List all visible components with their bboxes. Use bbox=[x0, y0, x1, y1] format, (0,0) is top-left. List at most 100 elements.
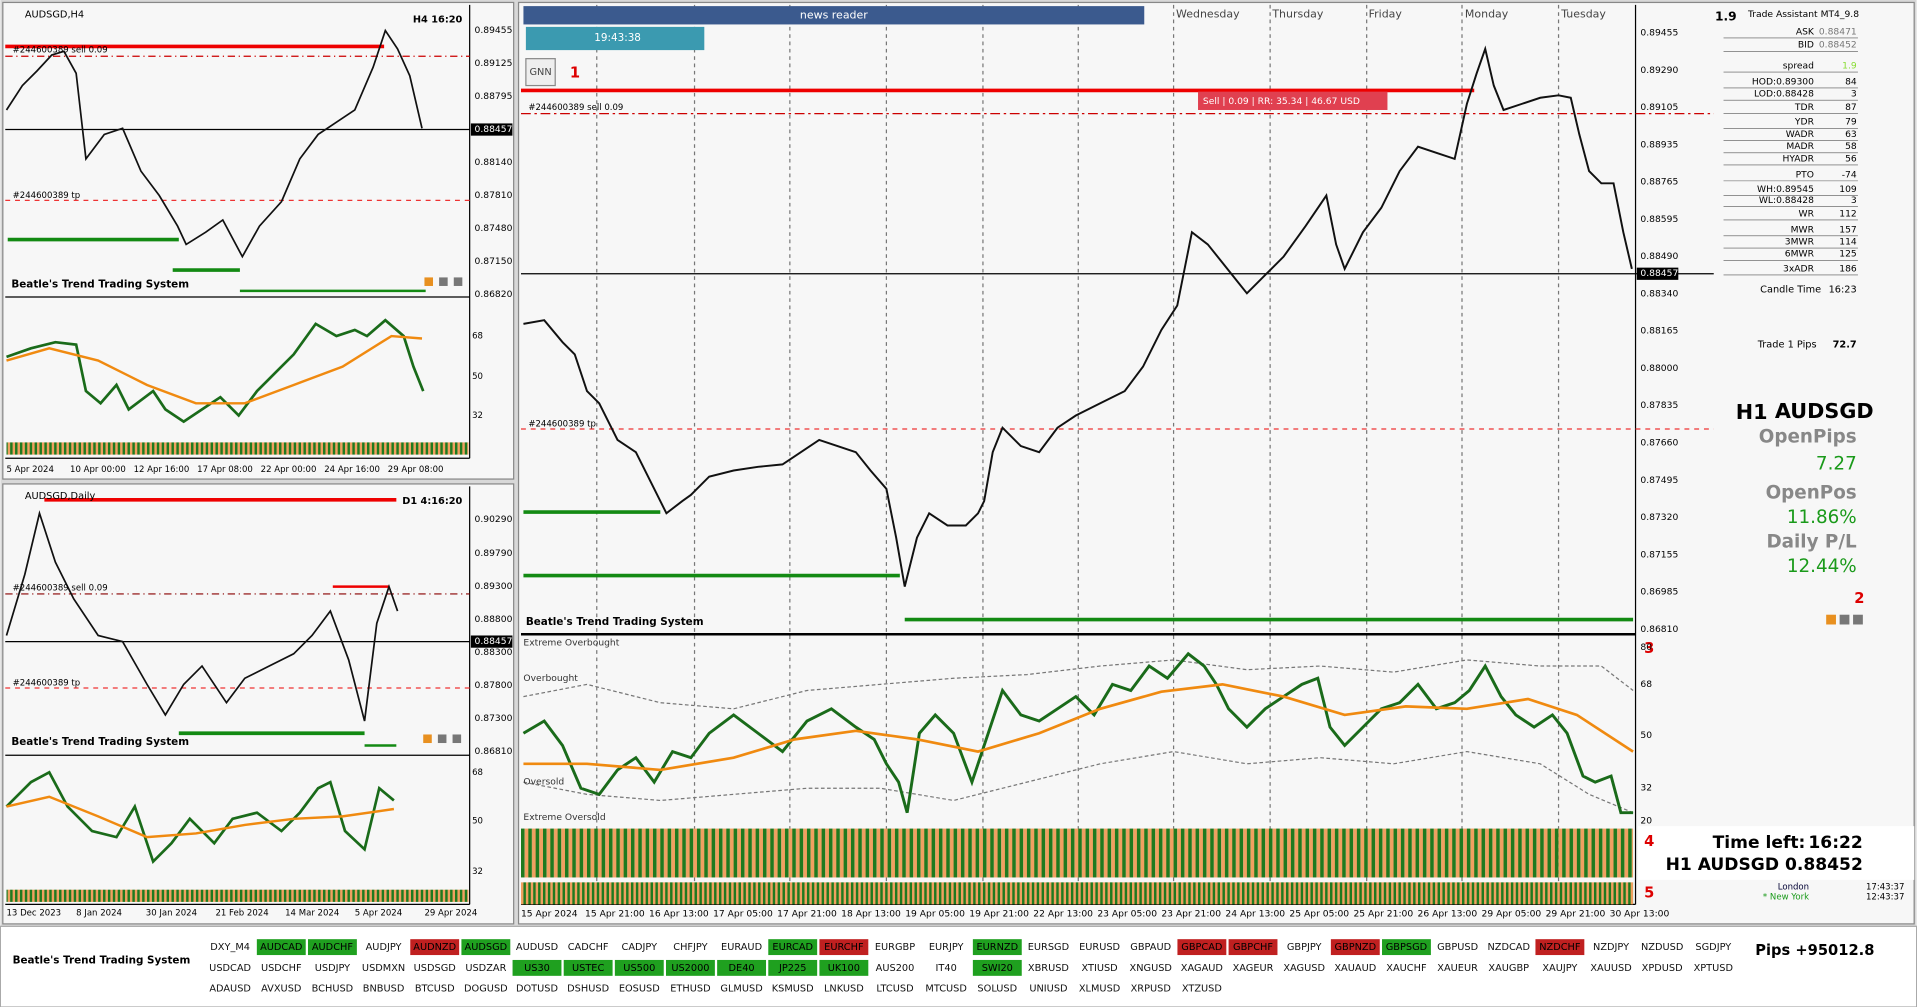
symbol[interactable]: GBPCHF bbox=[1233, 942, 1273, 953]
symbol[interactable]: XPDUSD bbox=[1642, 963, 1683, 974]
symbol[interactable]: XAUAUD bbox=[1334, 963, 1376, 974]
symbol[interactable]: AVXUSD bbox=[261, 984, 301, 995]
symbol[interactable]: GLMUSD bbox=[720, 984, 762, 995]
symbol[interactable]: CHFJPY bbox=[673, 942, 707, 953]
symbol[interactable]: XAUEUR bbox=[1437, 963, 1478, 974]
stat-value: 1.9 bbox=[1842, 60, 1857, 71]
symbol[interactable]: EOSUSD bbox=[619, 984, 660, 995]
symbol[interactable]: EURSGD bbox=[1028, 942, 1069, 953]
symbol[interactable]: BNBUSD bbox=[363, 984, 405, 995]
symbol[interactable]: XNGUSD bbox=[1130, 963, 1172, 974]
symbol[interactable]: XTIUSD bbox=[1081, 963, 1117, 974]
symbol[interactable]: USDCHF bbox=[261, 963, 302, 974]
symbol[interactable]: USDMXN bbox=[362, 963, 405, 974]
symbol[interactable]: DE40 bbox=[729, 963, 755, 974]
symbol[interactable]: USDSGD bbox=[414, 963, 456, 974]
symbol[interactable]: EURJPY bbox=[929, 942, 964, 953]
symbol[interactable]: UK100 bbox=[828, 963, 860, 974]
stat-label: 3MWR bbox=[1785, 236, 1815, 247]
symbol[interactable]: SOLUSD bbox=[977, 984, 1017, 995]
symbol[interactable]: NZDJPY bbox=[1593, 942, 1629, 953]
symbol[interactable]: SGDJPY bbox=[1695, 942, 1731, 953]
symbol[interactable]: SWI20 bbox=[982, 963, 1013, 974]
symbol[interactable]: IT40 bbox=[936, 963, 957, 974]
date-label: 14 Mar 2024 bbox=[285, 908, 339, 918]
symbol[interactable]: XAGEUR bbox=[1233, 963, 1274, 974]
symbol[interactable]: XAUUSD bbox=[1590, 963, 1631, 974]
symbol[interactable]: NZDCAD bbox=[1487, 942, 1530, 953]
symbol[interactable]: BCHUSD bbox=[312, 984, 354, 995]
date-label: 30 Jan 2024 bbox=[146, 908, 197, 918]
symbol[interactable]: NZDUSD bbox=[1641, 942, 1683, 953]
symbol[interactable]: DSHUSD bbox=[567, 984, 609, 995]
symbol[interactable]: XPTUSD bbox=[1694, 963, 1733, 974]
symbol[interactable]: MTCUSD bbox=[925, 984, 967, 995]
symbol[interactable]: CADJPY bbox=[622, 942, 658, 953]
symbol[interactable]: US500 bbox=[623, 963, 655, 974]
gnn-button[interactable] bbox=[525, 58, 556, 87]
symbol[interactable]: XTZUSD bbox=[1182, 984, 1222, 995]
symbol[interactable]: GBPAUD bbox=[1130, 942, 1171, 953]
symbol[interactable]: EURAUD bbox=[721, 942, 762, 953]
symbol[interactable]: USTEC bbox=[572, 963, 604, 974]
symbol[interactable]: EURGBP bbox=[875, 942, 915, 953]
symbol[interactable]: UNIUSD bbox=[1029, 984, 1067, 995]
symbol[interactable]: GBPUSD bbox=[1437, 942, 1478, 953]
symbol[interactable]: XBRUSD bbox=[1028, 963, 1069, 974]
symbol[interactable]: BTCUSD bbox=[415, 984, 455, 995]
symbol[interactable]: AUS200 bbox=[876, 963, 915, 974]
symbol[interactable]: AUDJPY bbox=[366, 942, 402, 953]
symbol[interactable]: GBPJPY bbox=[1287, 942, 1322, 953]
price-label: 0.88795 bbox=[475, 91, 513, 102]
date-label: 12 Apr 16:00 bbox=[134, 465, 190, 475]
day-label: Friday bbox=[1369, 8, 1403, 21]
pips-total: Pips +95012.8 bbox=[1755, 942, 1874, 959]
symbol[interactable]: DOTUSD bbox=[516, 984, 558, 995]
symbol[interactable]: DXY_M4 bbox=[210, 942, 250, 953]
symbol[interactable]: GBPSGD bbox=[1386, 942, 1427, 953]
symbol[interactable]: CADCHF bbox=[568, 942, 609, 953]
price-label: 0.87300 bbox=[475, 713, 513, 724]
symbol[interactable]: GBPCAD bbox=[1181, 942, 1222, 953]
symbol-bg bbox=[717, 959, 767, 976]
symbol[interactable]: XAUCHF bbox=[1386, 963, 1427, 974]
symbol[interactable]: USDJPY bbox=[315, 963, 350, 974]
symbol[interactable]: USDCAD bbox=[209, 963, 251, 974]
symbol[interactable]: USDZAR bbox=[465, 963, 506, 974]
symbol[interactable]: US2000 bbox=[671, 963, 709, 974]
symbol[interactable]: AUDCHF bbox=[312, 942, 354, 953]
current-price: 0.88457 bbox=[475, 636, 513, 647]
symbol[interactable]: JP225 bbox=[778, 963, 806, 974]
symbol[interactable]: AUDNZD bbox=[413, 942, 456, 953]
symbol-bg bbox=[1382, 939, 1431, 956]
symbol[interactable]: XLMUSD bbox=[1079, 984, 1120, 995]
symbol[interactable]: US30 bbox=[524, 963, 550, 974]
symbol[interactable]: XAUGBP bbox=[1488, 963, 1529, 974]
symbol[interactable]: XRPUSD bbox=[1131, 984, 1171, 995]
symbol[interactable]: EURUSD bbox=[1079, 942, 1120, 953]
symbol[interactable]: XAGUSD bbox=[1283, 963, 1325, 974]
symbol[interactable]: EURCAD bbox=[772, 942, 813, 953]
osc-label: 50 bbox=[472, 817, 483, 827]
symbol[interactable]: XAUJPY bbox=[1542, 963, 1577, 974]
symbol[interactable]: ETHUSD bbox=[670, 984, 710, 995]
symbol[interactable]: GBPNZD bbox=[1334, 942, 1376, 953]
stat-label: TDR bbox=[1794, 102, 1815, 113]
symbol[interactable]: LNKUSD bbox=[824, 984, 864, 995]
symbol[interactable]: LTCUSD bbox=[876, 984, 913, 995]
symbol[interactable]: ADAUSD bbox=[209, 984, 251, 995]
symbol[interactable]: AUDUSD bbox=[516, 942, 558, 953]
symbol[interactable]: AUDCAD bbox=[260, 942, 302, 953]
date-label: 8 Jan 2024 bbox=[76, 908, 122, 918]
tool-bar[interactable] bbox=[525, 26, 705, 51]
symbol[interactable]: DOGUSD bbox=[464, 984, 508, 995]
symbol[interactable]: XAGAUD bbox=[1181, 963, 1223, 974]
news-reader-bar[interactable] bbox=[523, 6, 1145, 25]
symbol[interactable]: KSMUSD bbox=[772, 984, 814, 995]
symbol[interactable]: NZDCHF bbox=[1539, 942, 1581, 953]
symbol[interactable]: EURNZD bbox=[976, 942, 1018, 953]
zone-label: Oversold bbox=[523, 777, 564, 788]
order-label: #244600389 sell 0.09 bbox=[13, 583, 108, 593]
symbol[interactable]: AUDSGD bbox=[465, 942, 508, 953]
symbol[interactable]: EURCHF bbox=[824, 942, 864, 953]
